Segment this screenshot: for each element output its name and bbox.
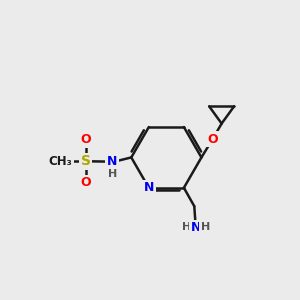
Text: CH₃: CH₃ — [48, 155, 72, 168]
Text: O: O — [80, 176, 91, 189]
Text: N: N — [107, 155, 117, 168]
Text: N: N — [190, 221, 201, 234]
Text: H: H — [108, 169, 117, 179]
Text: O: O — [80, 134, 91, 146]
Text: H: H — [182, 222, 191, 232]
Text: S: S — [80, 154, 91, 168]
Text: O: O — [207, 133, 218, 146]
Text: H: H — [201, 222, 210, 232]
Text: N: N — [144, 181, 154, 194]
